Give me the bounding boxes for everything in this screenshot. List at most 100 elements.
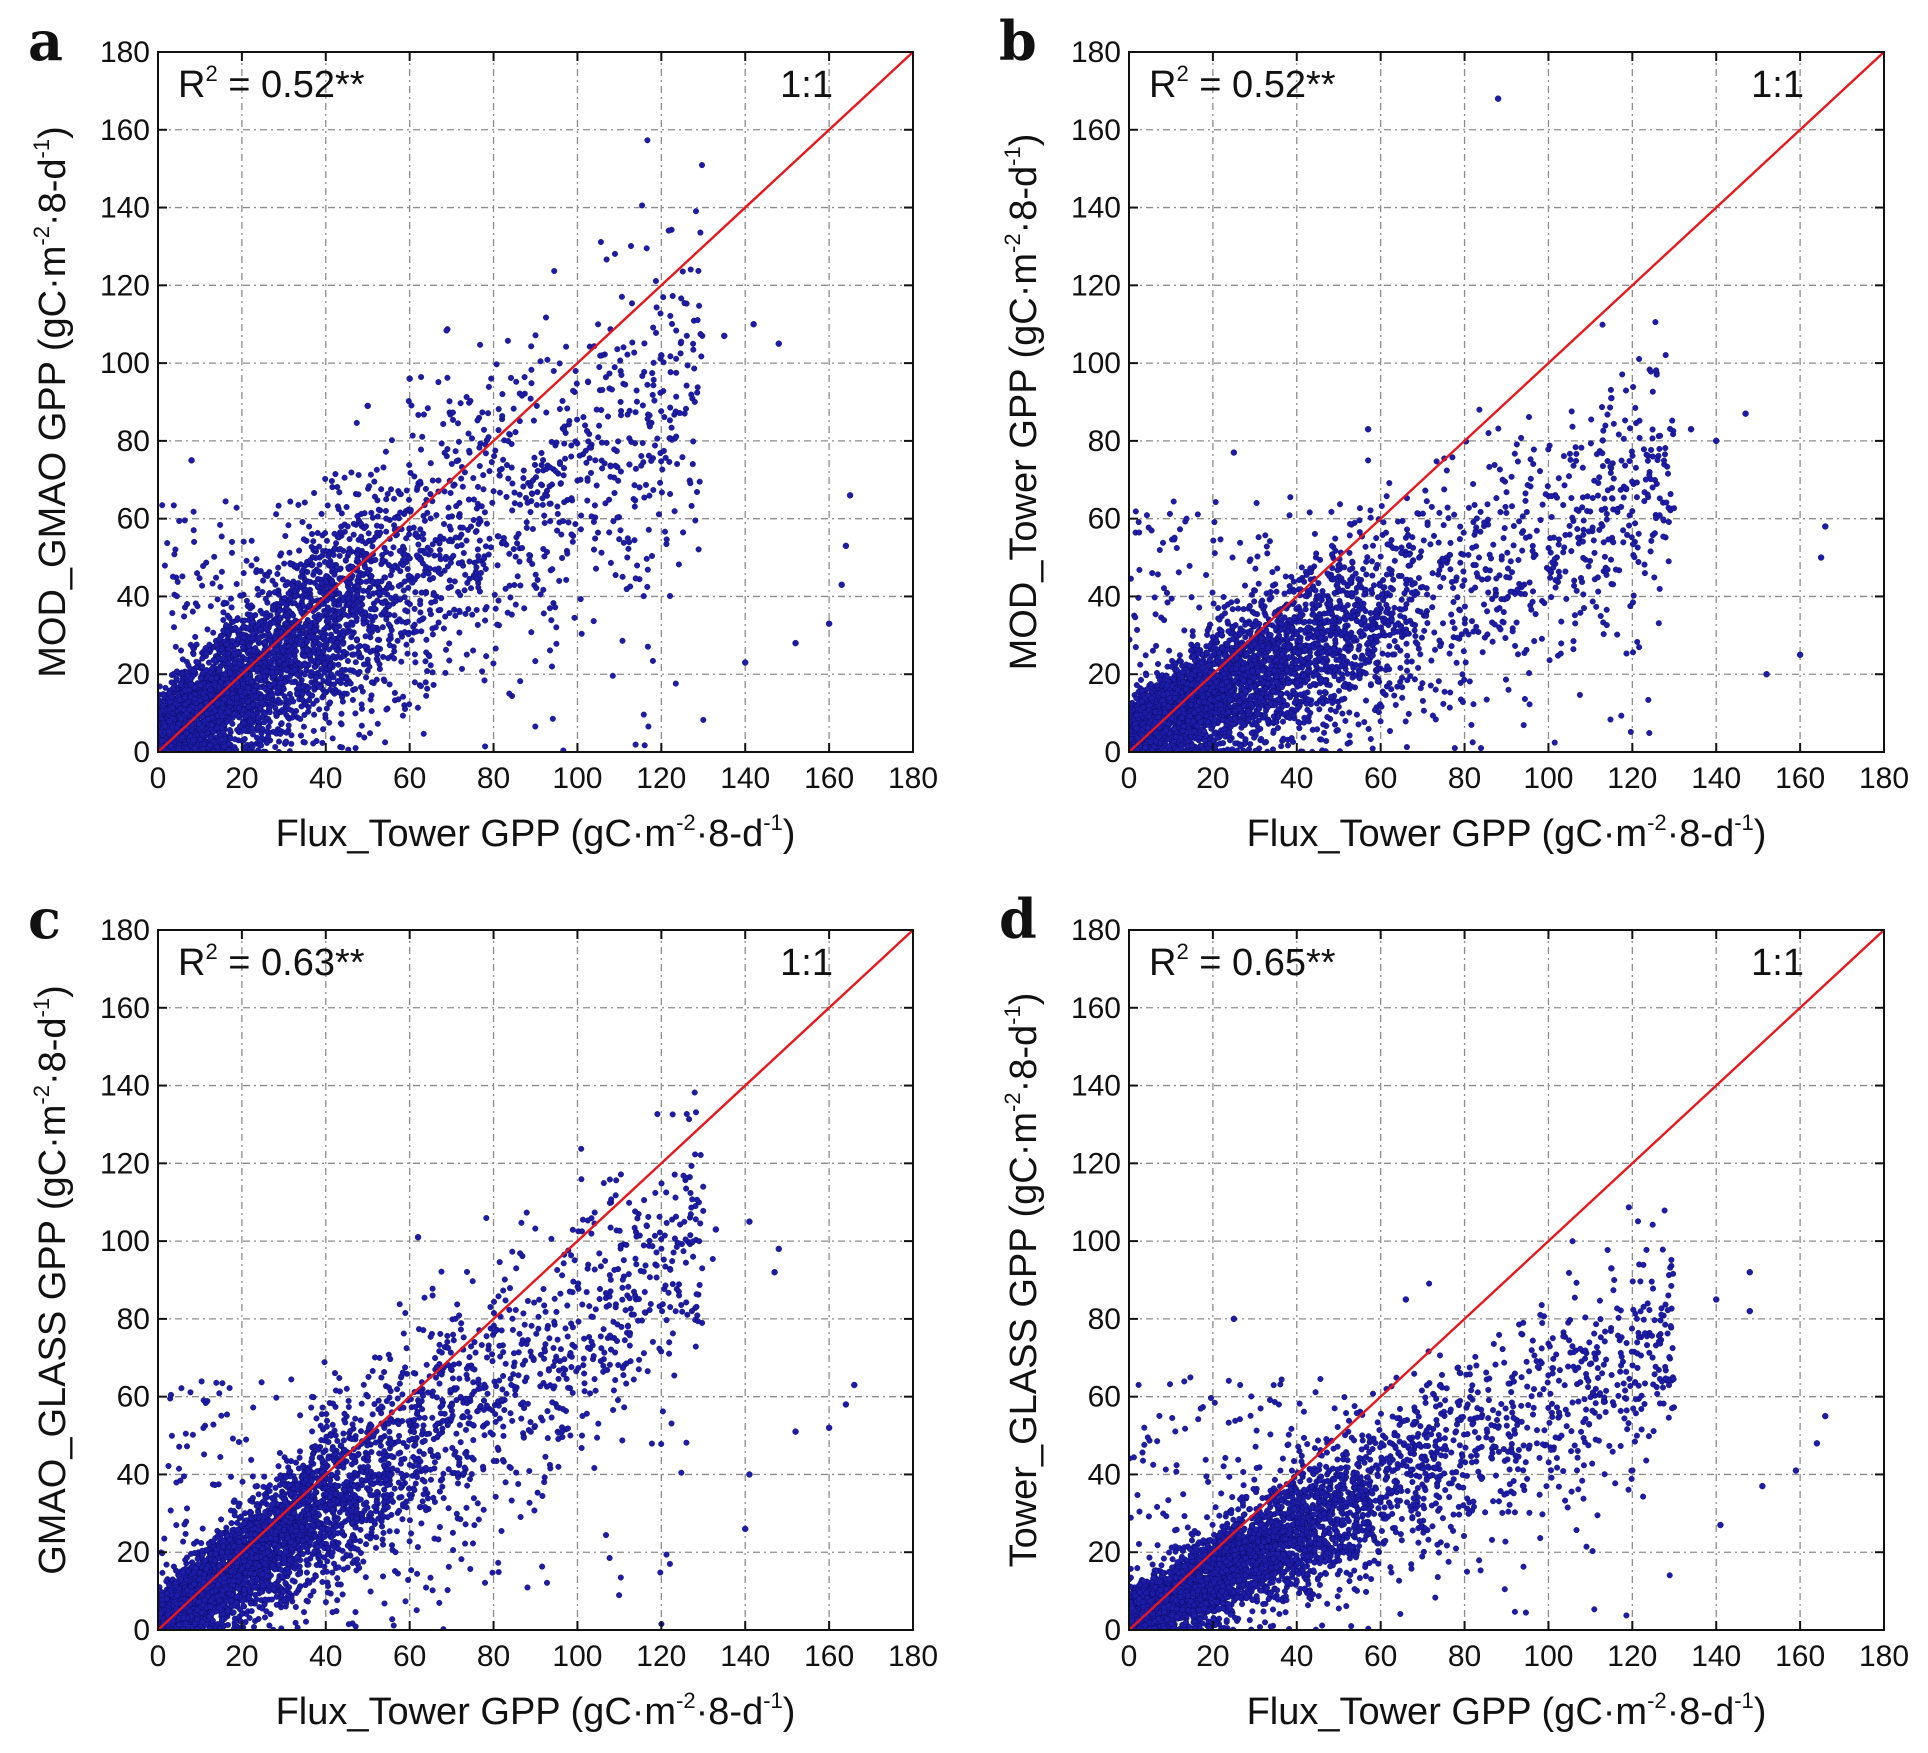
data-point xyxy=(479,409,486,416)
data-point xyxy=(333,540,340,547)
data-point xyxy=(354,636,361,643)
data-point xyxy=(181,694,188,701)
data-point xyxy=(612,572,619,579)
data-point xyxy=(452,448,459,455)
data-point xyxy=(189,608,196,615)
data-point xyxy=(373,655,380,662)
data-point xyxy=(666,417,673,424)
data-point xyxy=(544,487,551,494)
data-point xyxy=(414,573,421,580)
data-point xyxy=(270,605,277,612)
data-point xyxy=(485,410,492,417)
data-point xyxy=(355,472,362,479)
data-point xyxy=(350,531,357,538)
data-point xyxy=(667,491,674,498)
data-point xyxy=(403,641,410,648)
data-point xyxy=(234,694,241,701)
data-point xyxy=(266,590,273,597)
data-point xyxy=(360,620,367,627)
data-point xyxy=(363,674,370,681)
data-point xyxy=(199,732,206,739)
outlier-point xyxy=(364,402,371,410)
data-point xyxy=(559,555,566,562)
data-point xyxy=(466,558,473,565)
data-point xyxy=(649,553,656,560)
data-point xyxy=(271,589,278,596)
data-point xyxy=(612,250,619,257)
data-point xyxy=(446,398,453,405)
data-point xyxy=(504,337,511,344)
data-point xyxy=(549,566,556,573)
data-point xyxy=(611,446,618,453)
data-point xyxy=(597,238,604,245)
data-point xyxy=(556,577,563,584)
data-point xyxy=(298,732,305,739)
data-point xyxy=(632,575,639,582)
data-point xyxy=(344,523,351,530)
data-point xyxy=(446,577,453,584)
data-point xyxy=(368,708,375,715)
data-point xyxy=(272,634,279,641)
data-point xyxy=(405,555,412,562)
data-point xyxy=(1445,515,1452,522)
data-point xyxy=(573,380,580,387)
data-point xyxy=(561,426,568,433)
data-point xyxy=(595,321,602,328)
y-tick-label: 60 xyxy=(117,503,150,536)
data-point xyxy=(350,651,357,658)
data-point xyxy=(274,571,281,578)
data-point xyxy=(490,660,497,667)
data-point xyxy=(448,460,455,467)
data-point xyxy=(538,450,545,457)
data-point xyxy=(263,739,270,746)
data-point xyxy=(470,517,477,524)
data-point xyxy=(482,617,489,624)
data-point xyxy=(349,621,356,628)
data-point xyxy=(358,520,365,527)
data-point xyxy=(669,320,676,327)
data-point xyxy=(169,573,176,580)
data-point xyxy=(280,647,287,654)
data-point xyxy=(694,489,701,496)
data-point xyxy=(1429,570,1436,577)
data-point xyxy=(456,499,463,506)
data-point xyxy=(576,452,583,459)
data-point xyxy=(420,536,427,543)
data-point xyxy=(1526,701,1533,708)
data-point xyxy=(176,696,183,703)
data-point xyxy=(479,668,486,675)
data-point xyxy=(1644,457,1651,464)
data-point xyxy=(482,543,489,550)
data-point xyxy=(362,633,369,640)
data-point xyxy=(277,679,284,686)
outlier-point xyxy=(721,332,728,340)
data-point xyxy=(700,716,707,723)
data-point xyxy=(313,697,320,704)
data-point xyxy=(340,640,347,647)
data-point xyxy=(186,686,193,693)
data-point xyxy=(554,510,561,517)
data-point xyxy=(296,547,303,554)
data-point xyxy=(322,530,329,537)
data-point xyxy=(402,551,409,558)
data-point xyxy=(456,607,463,614)
data-point xyxy=(352,745,359,752)
data-point xyxy=(223,622,230,629)
data-point xyxy=(265,733,272,740)
data-point xyxy=(378,486,385,493)
data-point xyxy=(288,732,295,739)
data-point xyxy=(453,458,460,465)
data-point xyxy=(557,480,564,487)
data-point xyxy=(530,477,537,484)
data-point xyxy=(546,605,553,612)
data-point xyxy=(492,645,499,652)
data-point xyxy=(620,539,627,546)
data-point xyxy=(458,542,465,549)
data-point xyxy=(255,592,262,599)
data-point xyxy=(424,685,431,692)
data-point xyxy=(565,519,572,526)
data-point xyxy=(627,583,634,590)
data-point xyxy=(390,544,397,551)
data-point xyxy=(242,743,249,750)
data-point xyxy=(191,684,198,691)
